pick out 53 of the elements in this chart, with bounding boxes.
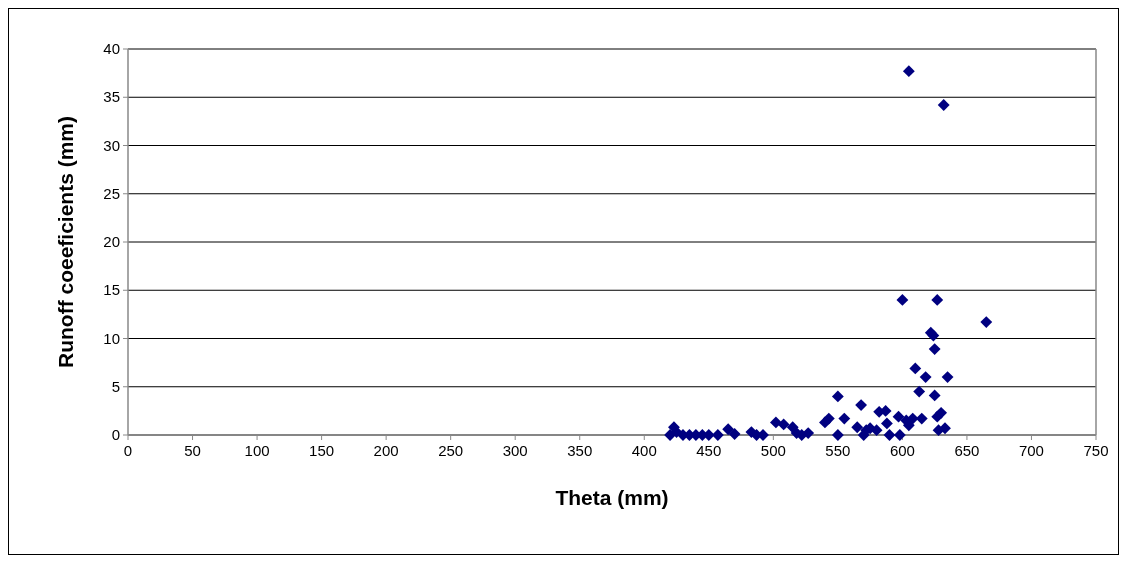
x-tick-label: 600: [889, 442, 915, 459]
point: [893, 429, 906, 441]
y-tick-label: 35: [103, 88, 120, 106]
y-axis-title: Runoff coeeficients (mm): [54, 115, 77, 369]
x-tick-label: 200: [373, 442, 399, 459]
point: [896, 293, 909, 306]
point: [892, 410, 905, 423]
x-tick-label: 500: [760, 442, 786, 459]
x-tick-label: 150: [309, 442, 335, 459]
y-tick-label: 5: [111, 377, 120, 395]
y-tick-label: 20: [103, 233, 120, 250]
y-tick-label: 40: [103, 40, 120, 57]
point: [931, 293, 944, 306]
point: [902, 65, 915, 78]
point: [883, 429, 896, 441]
x-tick-label: 350: [567, 442, 593, 459]
point: [937, 99, 950, 111]
x-tick-label: 400: [631, 442, 657, 459]
y-tick-label: 15: [103, 281, 120, 299]
x-tick-label: 750: [1083, 442, 1109, 459]
x-tick-label: 450: [696, 442, 722, 459]
point: [980, 316, 993, 329]
point: [935, 406, 948, 419]
point: [928, 343, 941, 356]
point: [777, 418, 790, 431]
x-tick-label: 650: [954, 442, 980, 459]
point: [851, 421, 864, 434]
point: [881, 417, 893, 430]
point: [822, 412, 835, 425]
point: [913, 385, 926, 398]
x-axis-title: Theta (mm): [555, 486, 669, 509]
x-tick-label: 300: [502, 442, 528, 459]
point: [928, 389, 941, 402]
point: [831, 429, 844, 441]
y-tick-label: 10: [103, 329, 120, 347]
point: [919, 371, 932, 384]
x-tick-label: 0: [123, 442, 133, 459]
x-tick-label: 50: [184, 442, 201, 459]
point: [909, 362, 922, 375]
y-tick-label: 25: [103, 184, 120, 202]
point: [838, 412, 851, 425]
y-tick-label: 30: [103, 136, 120, 154]
x-tick-label: 100: [244, 442, 270, 459]
point: [770, 416, 782, 429]
x-tick-label: 550: [825, 442, 851, 459]
point: [728, 428, 741, 440]
point: [941, 371, 954, 384]
point: [855, 399, 868, 411]
point: [939, 422, 951, 435]
x-tick-label: 700: [1018, 442, 1044, 459]
point: [831, 390, 844, 403]
x-tick-label: 250: [438, 442, 464, 459]
y-tick-label: 0: [111, 426, 120, 443]
